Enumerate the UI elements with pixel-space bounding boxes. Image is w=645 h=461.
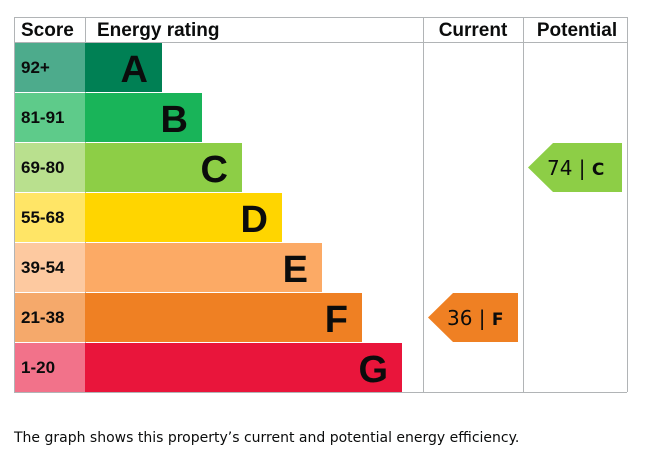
- band-letter: G: [358, 349, 388, 391]
- band-letter: E: [283, 249, 308, 291]
- band-score-range: 81-91: [21, 108, 64, 127]
- band-score-range: 69-80: [21, 158, 64, 177]
- band-bar: [85, 143, 242, 192]
- band-letter: A: [121, 49, 148, 91]
- column-headers: Score Energy rating Current Potential: [21, 20, 617, 41]
- header-current: Current: [439, 20, 508, 41]
- band-g: 1-20 G: [15, 343, 402, 392]
- rating-bands: 92+ A 81-91 B 69-80 C 55-68 D 39-54 E 21-38 F 1-20 G: [15, 43, 402, 392]
- band-score-range: 55-68: [21, 208, 64, 227]
- energy-rating-chart: Score Energy rating Current Potential 92…: [14, 17, 628, 393]
- potential-rating-marker-label: 74 | C: [547, 156, 604, 180]
- band-bar: [85, 293, 362, 342]
- current-rating-marker-arrow: [428, 293, 518, 342]
- band-score-cell: [15, 193, 85, 242]
- band-score-range: 1-20: [21, 358, 55, 377]
- band-e: 39-54 E: [15, 243, 322, 292]
- band-c: 69-80 C: [15, 143, 242, 192]
- band-bar: [85, 343, 402, 392]
- current-rating-marker-label: 36 | F: [447, 306, 504, 330]
- chart-caption: The graph shows this property’s current …: [14, 430, 520, 446]
- band-score-range: 39-54: [21, 258, 65, 277]
- current-rating-marker: 36 | F: [428, 293, 518, 342]
- band-letter: C: [201, 149, 228, 191]
- band-letter: F: [325, 299, 348, 341]
- band-score-range: 92+: [21, 58, 50, 77]
- rating-markers: 36 | F 74 | C: [428, 143, 622, 342]
- band-score-cell: [15, 93, 85, 142]
- header-energy-rating: Energy rating: [97, 20, 219, 41]
- band-score-cell: [15, 293, 85, 342]
- band-bar: [85, 193, 282, 242]
- band-score-cell: [15, 243, 85, 292]
- band-letter: B: [161, 99, 188, 141]
- band-bar: [85, 93, 202, 142]
- band-b: 81-91 B: [15, 93, 202, 142]
- band-score-cell: [15, 43, 85, 92]
- band-bar: [85, 43, 162, 92]
- potential-rating-marker-arrow: [528, 143, 622, 192]
- header-potential: Potential: [537, 20, 617, 41]
- band-score-range: 21-38: [21, 308, 64, 327]
- band-score-cell: [15, 343, 85, 392]
- band-f: 21-38 F: [15, 293, 362, 342]
- band-a: 92+ A: [15, 43, 162, 92]
- band-bar: [85, 243, 322, 292]
- band-d: 55-68 D: [15, 193, 282, 242]
- potential-rating-marker: 74 | C: [528, 143, 622, 192]
- header-score: Score: [21, 20, 74, 41]
- band-score-cell: [15, 143, 85, 192]
- band-letter: D: [241, 199, 268, 241]
